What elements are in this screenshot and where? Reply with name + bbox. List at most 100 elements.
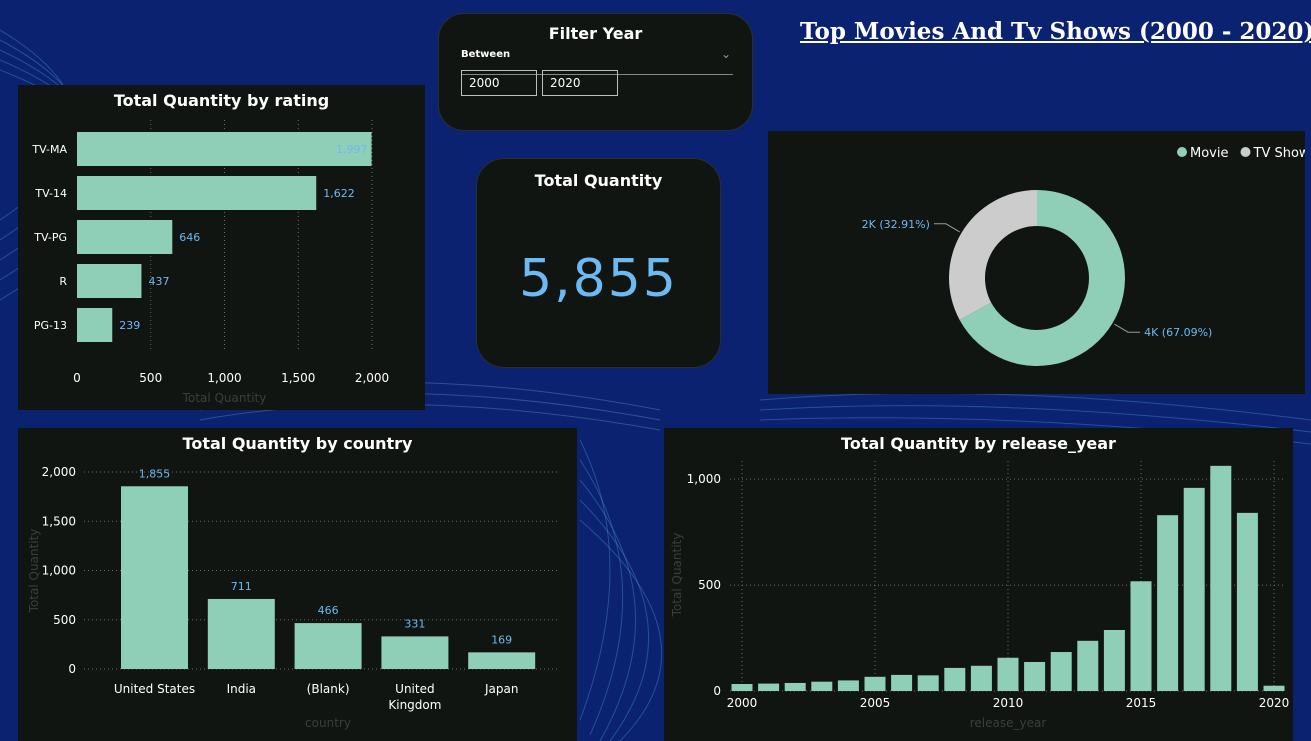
rating-category-label: TV-MA: [31, 143, 67, 156]
donut-slice-label: 4K (67.09%): [1144, 326, 1212, 339]
country-y-tick-label: 1,500: [42, 514, 76, 528]
year-bar: [944, 667, 966, 691]
rating-value-label: 437: [148, 275, 169, 288]
rating-bar: [77, 176, 317, 210]
rating-value-label: 1,997: [336, 143, 368, 156]
year-x-tick-label: 2000: [727, 696, 758, 710]
country-bar: [294, 623, 362, 669]
rating-bar: [77, 132, 372, 166]
year-bar: [784, 682, 806, 691]
country-bar: [468, 652, 536, 669]
year-bar: [970, 665, 992, 691]
filter-mode-dropdown[interactable]: Between ⌄: [461, 47, 733, 75]
country-chart: 0 500 1,000 1,500 2,000 Total Quantity country…: [27, 465, 559, 730]
year-x-tick-label: 2010: [993, 696, 1024, 710]
year-bar: [1157, 515, 1179, 691]
year-bar: [1263, 685, 1285, 691]
year-bar: [1024, 661, 1046, 691]
year-bar: [758, 683, 780, 691]
country-y-axis-title: Total Quantity: [27, 529, 41, 614]
country-y-tick-label: 2,000: [42, 465, 76, 479]
rating-x-tick-label: 1,500: [281, 371, 315, 385]
donut-slice-label: 2K (32.91%): [862, 218, 930, 231]
rating-x-tick-label: 1,000: [207, 371, 241, 385]
rating-x-tick-label: 0: [73, 371, 81, 385]
release-year-chart-title: Total Quantity by release_year: [841, 434, 1116, 453]
rating-x-tick-label: 500: [139, 371, 162, 385]
country-y-tick-label: 500: [53, 613, 76, 627]
country-value-label: 466: [318, 604, 339, 617]
release-year-chart-card: Total Quantity by release_year 0 500 1,000…: [664, 428, 1293, 741]
rating-value-label: 239: [119, 319, 140, 332]
year-bar: [1077, 640, 1099, 691]
rating-x-axis-title: Total Quantity: [182, 391, 267, 405]
country-category-label: United States: [114, 682, 195, 696]
country-value-label: 331: [404, 617, 425, 630]
country-bar: [207, 598, 275, 669]
legend-marker: [1240, 147, 1251, 157]
rating-category-label: TV-14: [34, 187, 67, 200]
filter-title: Filter Year: [548, 24, 643, 43]
country-value-label: 169: [491, 633, 512, 646]
year-y-tick-label: 1,000: [687, 472, 721, 486]
year-bar: [864, 676, 886, 691]
year-bar: [731, 684, 753, 691]
year-y-tick-label: 0: [713, 684, 721, 698]
donut-leader-line: [1114, 323, 1141, 333]
release-year-chart: 0 500 1,000 2000 2005 2010 2015 2020 Total Quant…: [670, 461, 1290, 730]
rating-chart-title: Total Quantity by rating: [113, 91, 330, 110]
year-x-tick-label: 2015: [1126, 696, 1157, 710]
rating-value-label: 646: [179, 231, 200, 244]
kpi-title: Total Quantity: [534, 171, 663, 190]
year-bar: [891, 674, 913, 691]
donut-slice: [959, 190, 1125, 366]
country-y-tick-label: 1,000: [42, 564, 76, 578]
total-quantity-card: Total Quantity 5,855: [476, 158, 721, 368]
country-value-label: 711: [231, 580, 252, 593]
legend-label: TV Show: [1253, 146, 1306, 161]
rating-bar: [77, 308, 113, 342]
year-bar: [811, 681, 833, 691]
year-y-axis-title: Total Quantity: [670, 533, 684, 618]
country-category-label: United: [395, 682, 434, 696]
rating-category-label: PG-13: [34, 319, 67, 332]
year-x-axis-title: release_year: [970, 716, 1047, 730]
rating-category-label: TV-PG: [33, 231, 67, 244]
country-bar: [381, 636, 449, 669]
legend-label: Movie: [1190, 146, 1228, 161]
filter-year-from-input[interactable]: 2000: [461, 70, 537, 96]
country-category-label: (Blank): [307, 682, 350, 696]
page-title: Top Movies And Tv Shows (2000 - 2020): [800, 18, 1311, 45]
rating-chart: 0 500 1,000 1,500 2,000 Total Quantity TV-MA 1,…: [31, 120, 389, 405]
country-value-label: 1,855: [139, 467, 171, 480]
year-bar: [1183, 487, 1205, 691]
chevron-down-icon[interactable]: ⌄: [720, 47, 731, 61]
kpi-value: 5,855: [519, 249, 678, 309]
year-x-tick-label: 2020: [1259, 696, 1290, 710]
country-bar: [121, 486, 188, 669]
year-bar: [1236, 512, 1258, 691]
filter-year-card: Filter Year Between ⌄ 2000 2020: [438, 13, 753, 131]
country-y-tick-label: 0: [68, 662, 76, 676]
country-chart-card: Total Quantity by country 0 500 1,000 1,500…: [18, 428, 577, 741]
rating-bar: [77, 264, 142, 298]
country-chart-title: Total Quantity by country: [182, 434, 413, 453]
legend-marker: [1177, 147, 1187, 157]
year-bar: [1130, 581, 1152, 691]
country-x-axis-title: country: [305, 716, 351, 730]
year-bar: [1210, 465, 1232, 691]
country-category-label: Kingdom: [388, 698, 441, 712]
year-x-tick-label: 2005: [860, 696, 891, 710]
type-donut-card: 4K (67.09%) 2K (32.91%) Movie TV Show: [768, 131, 1305, 394]
rating-x-tick-label: 2,000: [355, 371, 389, 385]
donut-slice: [948, 190, 1037, 320]
country-category-label: Japan: [484, 682, 518, 696]
rating-value-label: 1,622: [323, 187, 355, 200]
rating-category-label: R: [59, 275, 67, 288]
type-donut-chart: 4K (67.09%) 2K (32.91%) Movie TV Show: [862, 146, 1306, 366]
year-bar: [1103, 629, 1125, 691]
filter-year-to-input[interactable]: 2020: [542, 70, 618, 96]
year-bar: [1050, 652, 1072, 691]
rating-chart-card: Total Quantity by rating 0 500 1,000 1,500 2…: [18, 85, 425, 410]
rating-bar: [77, 220, 173, 254]
